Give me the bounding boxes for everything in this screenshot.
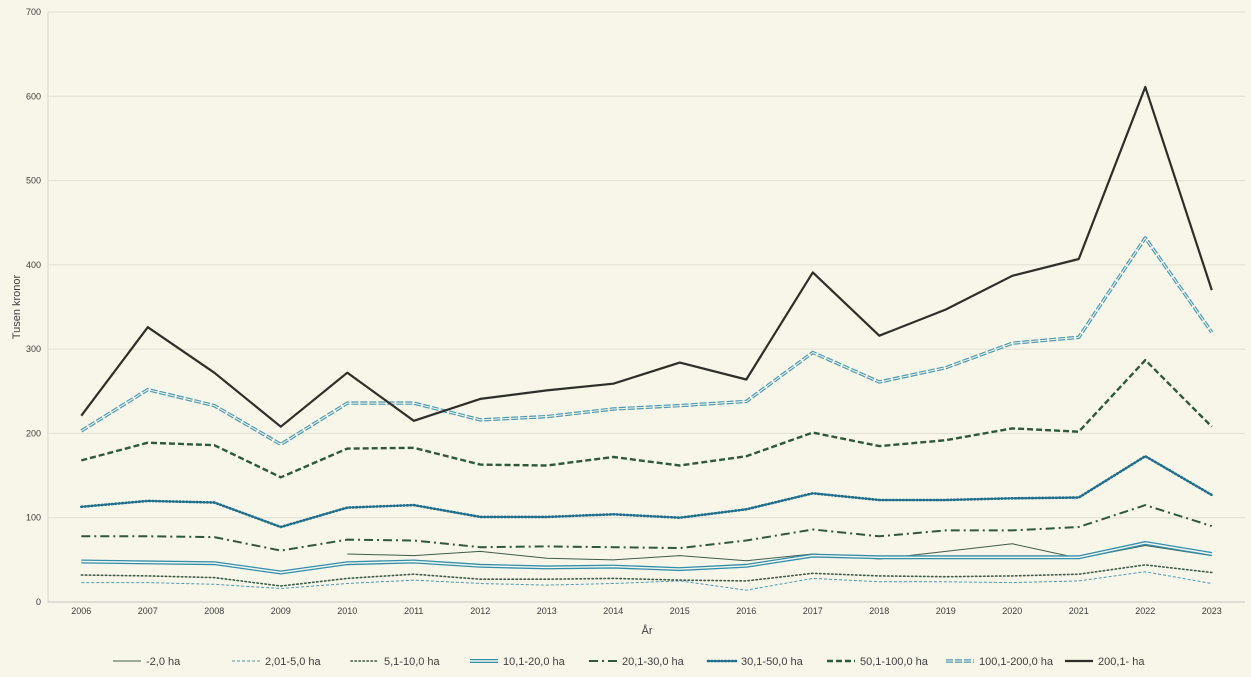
series-line-30-1-50-0-ha	[80, 454, 1214, 529]
x-tick-label: 2009	[271, 606, 291, 616]
legend-label: 5,1-10,0 ha	[384, 656, 441, 668]
x-tick-label: 2021	[1069, 606, 1089, 616]
series-path	[81, 504, 1213, 552]
series-path	[81, 542, 1212, 574]
legend-item: 5,1-10,0 ha	[350, 656, 441, 668]
legend-label: 10,1-20,0 ha	[503, 656, 566, 668]
y-tick-label: 100	[26, 513, 41, 523]
legend-item: 50,1-100,0 ha	[827, 656, 929, 668]
series-path	[80, 358, 1213, 479]
legend-label: 30,1-50,0 ha	[741, 656, 804, 668]
x-tick-label: 2017	[803, 606, 823, 616]
x-tick-label: 2013	[537, 606, 557, 616]
series-line-200-1-ha	[80, 85, 1213, 428]
x-tick-label: 2008	[204, 606, 224, 616]
legend-label: 20,1-30,0 ha	[622, 656, 685, 668]
y-tick-label: 300	[26, 344, 41, 354]
y-tick-label: 0	[36, 597, 41, 607]
legend: -2,0 ha 2,01-5,0 ha 5,1-10,0 ha 10,1-20,0 h…	[113, 656, 1145, 668]
series-path	[80, 564, 1213, 587]
legend-item: 30,1-50,0 ha	[706, 656, 804, 668]
x-tick-label: 2018	[869, 606, 889, 616]
x-tick-label: 2012	[470, 606, 490, 616]
legend-label: 50,1-100,0 ha	[860, 656, 929, 668]
y-tick-label: 400	[26, 260, 41, 270]
series-line-10-1-20-0-ha	[81, 541, 1213, 575]
y-axis-label: Tusen kronor	[11, 274, 23, 339]
series-path	[81, 237, 1213, 445]
legend-item: 100,1-200,0 ha	[946, 656, 1054, 668]
x-tick-label: 2019	[936, 606, 956, 616]
legend-label: 100,1-200,0 ha	[979, 656, 1054, 668]
x-tick-label: 2007	[138, 606, 158, 616]
x-tick-label: 2010	[337, 606, 357, 616]
series-layer	[80, 85, 1214, 591]
series-line-20-1-30-0-ha	[81, 504, 1213, 552]
axis-layer: 0 100 200 300 400 500 600 700 2006 2007 2008 2009 20…	[26, 7, 1222, 616]
legend-item: -2,0 ha	[113, 656, 181, 668]
legend-item: 200,1- ha	[1065, 656, 1145, 668]
grid-layer	[47, 11, 1245, 603]
series-line-5-1-10-0-ha	[80, 564, 1213, 587]
legend-label: -2,0 ha	[146, 656, 181, 668]
series-line-2-01-5-0-ha	[81, 571, 1212, 591]
x-tick-label: 2011	[404, 606, 423, 616]
series-path	[81, 571, 1212, 591]
series-line-100-1-200-0-ha	[80, 236, 1214, 447]
legend-label: 2,01-5,0 ha	[265, 656, 322, 668]
legend-item: 2,01-5,0 ha	[232, 656, 322, 668]
x-tick-label: 2015	[670, 606, 690, 616]
x-tick-label: 2016	[736, 606, 756, 616]
y-tick-label: 500	[26, 176, 41, 186]
x-tick-label: 2023	[1202, 606, 1222, 616]
series-path	[80, 85, 1213, 428]
x-tick-label: 2014	[603, 606, 623, 616]
series-path	[80, 454, 1214, 529]
x-tick-label: 2006	[71, 606, 91, 616]
series-line-50-1-100-0-ha	[80, 358, 1213, 479]
x-tick-label: 2020	[1002, 606, 1022, 616]
y-tick-label: 200	[26, 428, 41, 438]
legend-item: 10,1-20,0 ha	[470, 656, 566, 668]
y-tick-label: 600	[26, 91, 41, 101]
legend-item: 20,1-30,0 ha	[589, 656, 685, 668]
x-tick-label: 2022	[1135, 606, 1155, 616]
y-tick-label: 700	[26, 7, 41, 17]
legend-label: 200,1- ha	[1098, 656, 1145, 668]
x-axis-label: År	[642, 624, 653, 637]
